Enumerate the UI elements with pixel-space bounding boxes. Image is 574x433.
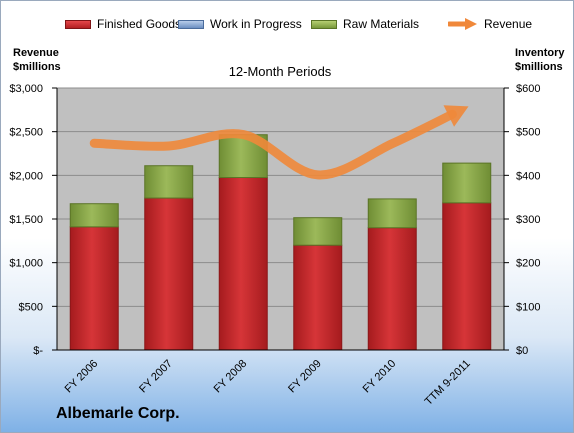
bar-finished-goods bbox=[442, 202, 492, 351]
left-tick-label: $- bbox=[33, 345, 43, 357]
bar-raw-materials bbox=[293, 217, 343, 246]
company-name: Albemarle Corp. bbox=[56, 405, 180, 422]
category-label: FY 2010 bbox=[361, 358, 399, 396]
legend-swatch-raw-materials bbox=[311, 19, 337, 29]
bar-finished-goods bbox=[144, 197, 194, 351]
left-tick-label: $2,500 bbox=[9, 127, 43, 139]
bar-raw-materials bbox=[367, 198, 417, 229]
left-tick-label: $1,500 bbox=[9, 214, 43, 226]
category-label: FY 2009 bbox=[286, 358, 324, 396]
right-tick-label: $0 bbox=[516, 345, 528, 357]
right-axis-title-line1: Inventory bbox=[515, 47, 565, 59]
right-tick-label: $600 bbox=[516, 83, 540, 95]
left-axis-title-line2: $millions bbox=[13, 61, 61, 73]
right-tick-label: $200 bbox=[516, 258, 540, 270]
legend-item-raw-materials: Raw Materials bbox=[311, 16, 419, 32]
chart-title: 12-Month Periods bbox=[229, 64, 332, 79]
left-tick-label: $2,000 bbox=[9, 170, 43, 182]
legend-item-finished-goods: Finished Goods bbox=[65, 16, 181, 32]
left-axis-title-line1: Revenue bbox=[13, 47, 59, 59]
bar-finished-goods bbox=[218, 177, 268, 351]
legend-swatch-work-in-progress bbox=[178, 19, 204, 29]
category-label: FY 2007 bbox=[137, 358, 175, 396]
right-tick-label: $100 bbox=[516, 301, 540, 313]
bar-finished-goods bbox=[367, 227, 417, 351]
revenue-line bbox=[89, 109, 457, 180]
legend-swatch-finished-goods bbox=[65, 19, 91, 29]
legend: Finished Goods Work in Progress Raw Mate… bbox=[1, 16, 573, 32]
left-tick-label: $3,000 bbox=[9, 83, 43, 95]
bar-finished-goods bbox=[69, 226, 119, 351]
left-tick-label: $1,000 bbox=[9, 258, 43, 270]
legend-item-work-in-progress: Work in Progress bbox=[178, 16, 302, 32]
right-tick-label: $500 bbox=[516, 127, 540, 139]
legend-label-raw-materials: Raw Materials bbox=[343, 17, 420, 31]
legend-label-revenue: Revenue bbox=[484, 17, 533, 31]
legend-label-work-in-progress: Work in Progress bbox=[210, 17, 302, 31]
legend-swatch-revenue bbox=[448, 18, 477, 30]
right-axis-title-line2: $millions bbox=[515, 61, 563, 73]
bar-finished-goods bbox=[293, 244, 343, 351]
right-tick-label: $300 bbox=[516, 214, 540, 226]
right-axis-title: Inventory $millions bbox=[515, 46, 565, 74]
right-tick-label: $400 bbox=[516, 170, 540, 182]
left-axis-title: Revenue $millions bbox=[13, 46, 61, 74]
category-label: FY 2008 bbox=[212, 358, 250, 396]
category-label: FY 2006 bbox=[63, 358, 101, 396]
revenue-arrowhead bbox=[443, 105, 469, 127]
legend-item-revenue: Revenue bbox=[448, 16, 532, 32]
bar-raw-materials bbox=[69, 203, 119, 228]
left-tick-label: $500 bbox=[19, 301, 43, 313]
bar-raw-materials bbox=[144, 165, 194, 199]
category-label: TTM 9-2011 bbox=[423, 358, 473, 408]
legend-label-finished-goods: Finished Goods bbox=[97, 17, 182, 31]
bar-raw-materials bbox=[442, 162, 492, 204]
